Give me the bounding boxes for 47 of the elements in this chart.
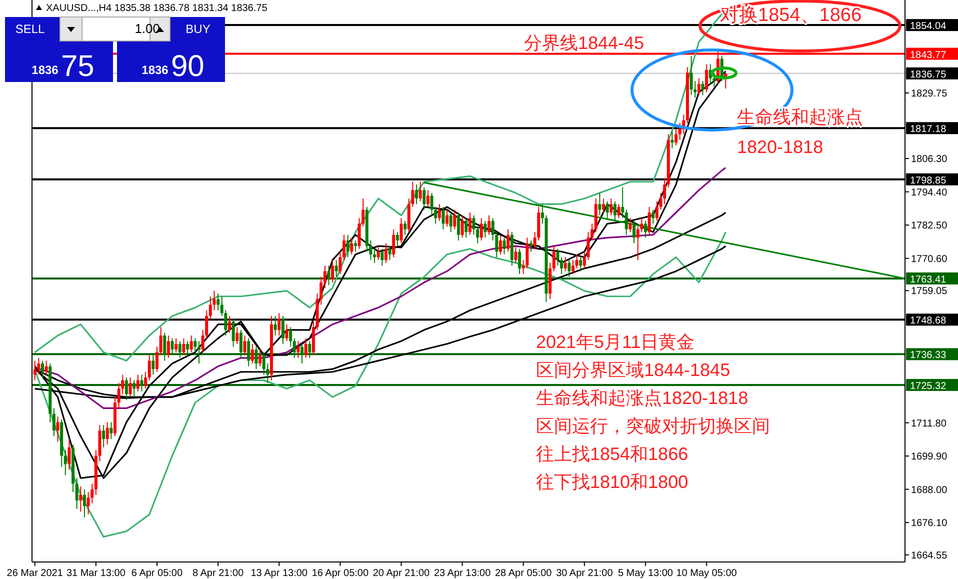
x-tick-label: 31 Mar 13:00	[66, 568, 126, 579]
annotation: 往下找1810和1800	[536, 472, 688, 492]
ref-line-label: 1763.41	[910, 274, 947, 286]
ref-line-label: 1725.32	[910, 380, 947, 392]
y-tick-label: 1782.50	[911, 220, 948, 232]
annotation: 区间分界区域1844-1845	[536, 360, 730, 380]
annotation: 2021年5月11日黄金	[536, 332, 695, 352]
annotation: 区间运行，突破对折切换区间	[536, 416, 770, 436]
x-tick-label: 8 Apr 21:00	[192, 568, 244, 579]
x-tick-label: 10 May 05:00	[676, 568, 738, 579]
ref-line-label: 1748.68	[910, 316, 947, 327]
annotation: 1836	[142, 63, 169, 77]
x-tick-label: 20 Apr 21:00	[372, 568, 430, 579]
y-tick-label: 1688.00	[911, 484, 948, 496]
y-tick-label: 1759.05	[911, 286, 948, 298]
x-tick-label: 13 Apr 13:00	[250, 568, 308, 579]
y-tick-label: 1699.90	[911, 452, 948, 463]
y-tick-label: 1806.30	[911, 154, 948, 166]
ref-line-label: 1798.85	[910, 175, 947, 186]
y-tick-label: 1794.40	[911, 187, 948, 198]
annotation: SELL	[15, 22, 45, 36]
annotation: 90	[171, 50, 204, 83]
annotation: BUY	[186, 22, 210, 36]
y-tick-label: 1770.60	[911, 254, 948, 265]
x-tick-label: 5 May 13:00	[618, 568, 674, 579]
chart-title: XAUUSD...,H4 1835.38 1836.78 1831.34 1836.75	[46, 3, 268, 14]
y-tick-label: 1829.75	[911, 88, 948, 100]
annotation: 1820-1818	[737, 137, 824, 157]
x-tick-label: 26 Mar 2021	[6, 568, 64, 579]
y-tick-label: 1711.80	[911, 418, 947, 430]
x-tick-label: 23 Apr 13:00	[434, 568, 492, 579]
ref-line-label: 1817.18	[910, 124, 947, 136]
x-tick-label: 28 Apr 05:00	[495, 568, 552, 579]
ref-line-label: 1843.77	[910, 50, 947, 61]
annotation: 75	[61, 50, 94, 83]
y-tick-label: 1676.10	[911, 518, 948, 530]
x-tick-label: 30 Apr 21:00	[556, 568, 614, 579]
annotation: 1836	[32, 63, 59, 77]
ref-line-label: 1854.04	[910, 21, 947, 32]
y-tick-label: 1664.55	[911, 550, 948, 562]
x-tick-label: 6 Apr 05:00	[131, 568, 183, 579]
x-tick-label: 16 Apr 05:00	[312, 568, 369, 579]
annotation: 分界线1844-45	[524, 33, 644, 53]
ref-line-label: 1836.75	[910, 69, 947, 80]
annotation: 生命线和起涨点1820-1818	[536, 388, 748, 408]
annotation: 往上找1854和1866	[536, 444, 688, 464]
ref-line-label: 1736.33	[910, 350, 947, 362]
